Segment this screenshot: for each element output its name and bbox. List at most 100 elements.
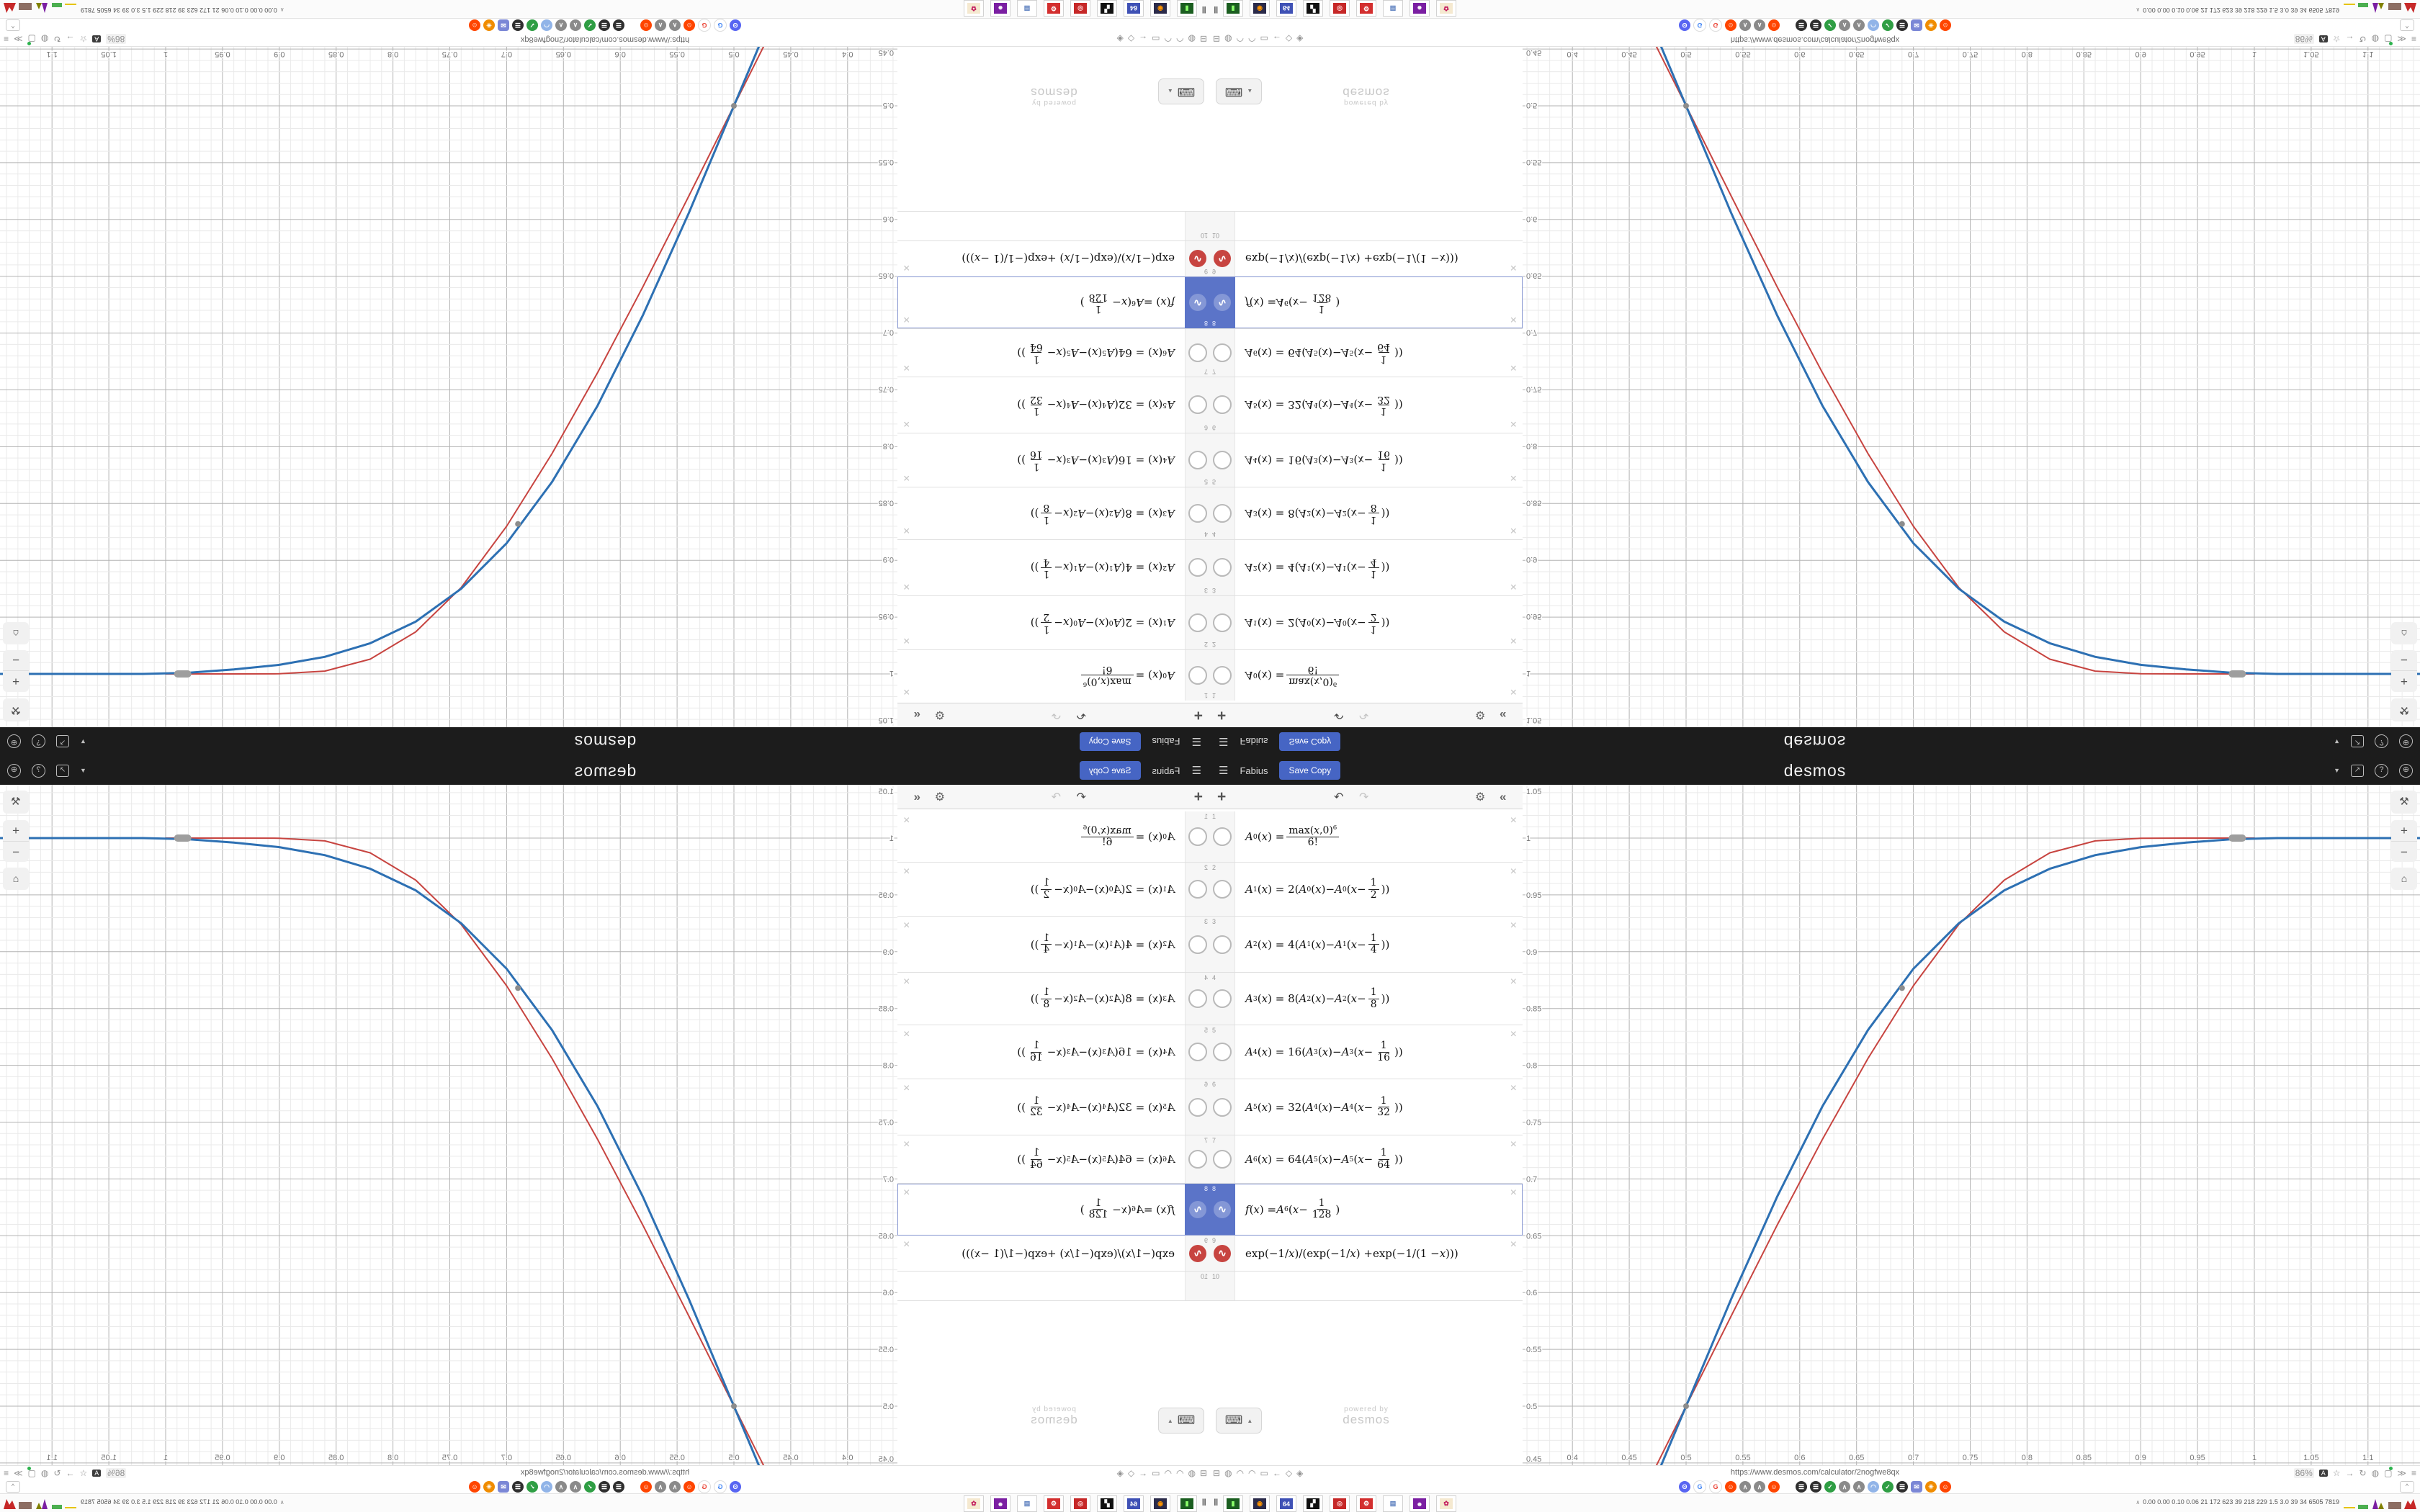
zoom-out-button[interactable]: −: [12, 845, 19, 859]
expression-math[interactable]: A 2(x) = 4(A 1(x)− A 1(x − 1 4)): [1030, 557, 1175, 580]
hamburger-menu-icon[interactable]: ☰: [1219, 765, 1229, 777]
expression-math[interactable]: A 3(x) = 8(A 2(x)− A 2(x − 1 8)): [1245, 986, 1390, 1010]
hidden-plot-toggle-icon[interactable]: [1188, 504, 1207, 523]
save-copy-button[interactable]: Save Copy: [1279, 732, 1341, 751]
hamburger-menu-icon[interactable]: ☰: [1191, 765, 1201, 777]
undo-icon[interactable]: ↶: [1334, 791, 1344, 804]
dropdown-caret-icon[interactable]: ▼: [80, 738, 86, 745]
leaf-tab[interactable]: ✓: [1824, 19, 1836, 31]
default-zoom-button[interactable]: ⌂: [2391, 622, 2417, 644]
shield-icon[interactable]: ◇: [1127, 1468, 1135, 1478]
wolf-tab[interactable]: ∧: [1739, 1481, 1751, 1493]
google-tab[interactable]: G: [698, 19, 711, 32]
folder-icon[interactable]: ▭: [1260, 1468, 1268, 1478]
expression-row-2[interactable]: 2 A 1(x) = 2(A 0(x)− A 0(x − 1 2)) ×: [897, 595, 1210, 649]
sun-tab[interactable]: ✳: [483, 19, 495, 31]
back-arrow-icon[interactable]: ←: [1139, 1468, 1148, 1478]
extension-icon[interactable]: ▢: [27, 34, 36, 45]
hidden-plot-toggle-icon[interactable]: [1213, 343, 1232, 362]
archive-tab[interactable]: ☰: [599, 19, 610, 31]
planet-tab[interactable]: ◠: [1868, 19, 1879, 31]
red-gear-app[interactable]: ⚙: [1356, 1495, 1376, 1512]
expression-row-3[interactable]: 3 A 2(x) = 4(A 1(x)− A 1(x − 1 4)) ×: [1210, 917, 1523, 973]
keyboard-button[interactable]: ⌨ ▲: [1158, 1408, 1204, 1434]
leaf-tab[interactable]: ✓: [584, 1481, 596, 1493]
expression-math[interactable]: [897, 212, 1185, 240]
palette-app[interactable]: ✿: [964, 0, 984, 17]
hidden-plot-toggle-icon[interactable]: [1188, 1150, 1207, 1169]
redo-icon[interactable]: ↷: [1051, 791, 1061, 804]
expression-row-2[interactable]: 2 A 1(x) = 2(A 0(x)− A 0(x − 1 2)) ×: [1210, 863, 1523, 917]
share-icon[interactable]: ↗: [2351, 764, 2364, 777]
row-gutter[interactable]: 7: [1210, 329, 1235, 377]
lock-icon[interactable]: ◈: [1116, 34, 1124, 44]
delete-expression-icon[interactable]: ×: [903, 919, 910, 932]
archive-tab[interactable]: ☰: [1810, 19, 1821, 31]
wolf-bw-app[interactable]: ▞: [1097, 1495, 1117, 1512]
expression-math[interactable]: A 3(x) = 8(A 2(x)− A 2(x − 1 8)): [1030, 502, 1175, 526]
row-gutter[interactable]: 6: [1210, 377, 1235, 433]
delete-expression-icon[interactable]: ×: [903, 361, 910, 374]
bookmark-star-icon[interactable]: ☆: [79, 34, 88, 44]
row-gutter[interactable]: 1: [1210, 650, 1235, 701]
red-curve-icon[interactable]: ∿: [1189, 1244, 1206, 1262]
expression-row-7[interactable]: 7 A 6(x) = 64(A 5(x)− A 5(x − 1 64)) ×: [897, 328, 1210, 377]
palette-app[interactable]: ✿: [1436, 0, 1456, 17]
trash-icon[interactable]: ⊟: [1213, 34, 1221, 44]
site-globe-icon[interactable]: ◍: [2371, 1468, 2380, 1478]
language-globe-icon[interactable]: ⊕: [7, 763, 21, 778]
delete-expression-icon[interactable]: ×: [903, 814, 910, 827]
language-globe-icon[interactable]: ⊕: [2399, 734, 2413, 749]
expression-row-9[interactable]: 9 ∿ exp (−1/x)/( exp (−1/x) + exp (−1/(1 −…: [897, 1236, 1210, 1272]
archive-tab[interactable]: ☰: [512, 19, 524, 31]
loop-left-icon[interactable]: ◠: [1175, 1468, 1184, 1478]
expression-math[interactable]: A 6(x) = 64(A 5(x)− A 5(x − 1 64)): [1017, 341, 1175, 365]
keyboard-button[interactable]: ⌨ ▲: [1216, 1408, 1262, 1434]
globe-icon[interactable]: ◍: [1188, 1468, 1196, 1478]
language-globe-icon[interactable]: ⊕: [7, 734, 21, 749]
default-zoom-button[interactable]: ⌂: [3, 622, 29, 644]
redo-icon[interactable]: ↷: [1359, 791, 1369, 804]
expression-row-5[interactable]: 5 A 4(x) = 16(A 3(x)− A 3(x − 1 16)) ×: [1210, 1025, 1523, 1079]
planet-tab[interactable]: ◠: [541, 19, 552, 31]
row-gutter[interactable]: 8 ∿: [1210, 1184, 1235, 1235]
expression-row-3[interactable]: 3 A 2(x) = 4(A 1(x)− A 1(x − 1 4)) ×: [897, 917, 1210, 973]
row-gutter[interactable]: 2: [1185, 863, 1210, 916]
expression-row-9[interactable]: 9 ∿ exp (−1/x)/( exp (−1/x) + exp (−1/(1 −…: [897, 240, 1210, 276]
back-arrow-icon[interactable]: ←: [1272, 34, 1281, 44]
shield-icon[interactable]: ◇: [1127, 34, 1135, 44]
reddit-tab[interactable]: ☺: [1940, 1481, 1951, 1493]
reddit-tab[interactable]: ☺: [684, 19, 695, 31]
graph-wrench-button[interactable]: ⚒: [3, 698, 29, 721]
zoom-out-button[interactable]: −: [2401, 845, 2408, 859]
row-gutter[interactable]: 9 ∿: [1210, 1236, 1235, 1271]
zoom-in-button[interactable]: +: [3, 820, 29, 842]
c64-floppy-app[interactable]: 64: [1124, 1495, 1144, 1512]
expression-math[interactable]: A 0(x) = max(x,0)6 6!: [897, 650, 1185, 701]
hidden-plot-toggle-icon[interactable]: [1213, 935, 1232, 954]
delete-expression-icon[interactable]: ×: [1510, 814, 1517, 827]
hidden-plot-toggle-icon[interactable]: [1213, 666, 1232, 685]
graph-wrench-button[interactable]: ⚒: [3, 791, 29, 814]
globe-icon[interactable]: ◍: [1224, 34, 1232, 44]
expression-math[interactable]: A 5(x) = 32(A 4(x)− A 4(x − 1 32)): [1017, 1094, 1175, 1118]
expression-row-1[interactable]: 1 A 0(x) = max(x,0)6 6! ×: [1210, 811, 1523, 863]
purple-face-app[interactable]: ☻: [1410, 1495, 1430, 1512]
loop-right-icon[interactable]: ◠: [1164, 1468, 1172, 1478]
wolf-tab[interactable]: ∧: [1853, 1481, 1865, 1493]
blue-curve-icon[interactable]: ∿: [1189, 1200, 1206, 1218]
expression-math[interactable]: A 3(x) = 8(A 2(x)− A 2(x − 1 8)): [1030, 986, 1175, 1010]
loop-left-icon[interactable]: ◠: [1236, 34, 1245, 44]
extension-icon[interactable]: ▢: [2384, 34, 2393, 45]
menu-lines-icon[interactable]: ≡: [2411, 1468, 2416, 1478]
chevrons-icon[interactable]: ≫: [2397, 1468, 2406, 1478]
google-tab[interactable]: G: [1693, 1480, 1706, 1493]
graph-paper[interactable]: 0.4 0.45 0.5 0.55 0.6 0.65 0.7 0.75 0.8 0.85 0.9 0.…: [1523, 785, 2420, 1465]
blue-curve-icon[interactable]: ∿: [1189, 294, 1206, 312]
red-circle-app[interactable]: ◎: [1070, 0, 1090, 17]
row-gutter[interactable]: 4: [1185, 973, 1210, 1025]
row-gutter[interactable]: 4: [1185, 487, 1210, 539]
zoom-in-button[interactable]: +: [2391, 670, 2417, 692]
palette-app[interactable]: ✿: [964, 1495, 984, 1512]
reload-icon[interactable]: ↻: [2359, 34, 2367, 44]
